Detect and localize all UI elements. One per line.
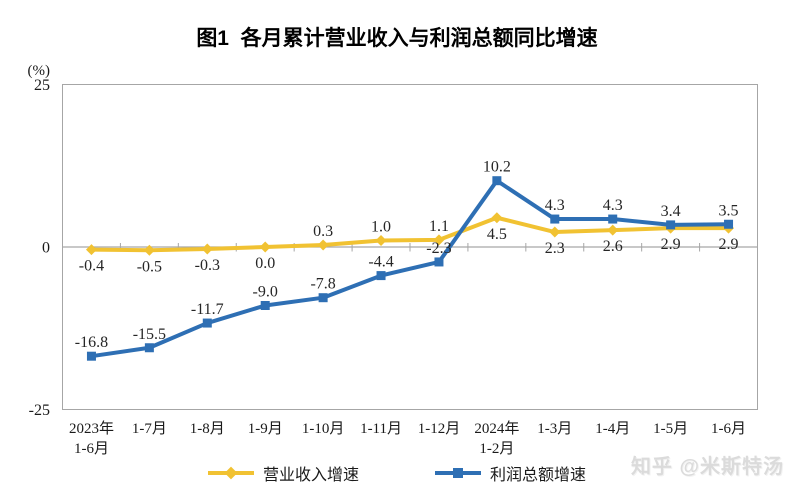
x-category-label: 2024年 <box>474 420 519 437</box>
data-label: 3.4 <box>661 203 681 220</box>
data-label: 10.2 <box>483 159 511 176</box>
chart-title: 图1 各月累计营业收入与利润总额同比增速 <box>196 27 598 50</box>
data-label: 2.6 <box>603 238 623 255</box>
data-point-square <box>202 318 212 328</box>
data-point-square <box>434 257 444 267</box>
data-point-diamond <box>549 226 561 238</box>
data-label: 1.1 <box>429 218 449 235</box>
x-category-label: 1-10月 <box>302 421 345 437</box>
data-label: -0.5 <box>137 258 162 275</box>
x-category-label: 1-3月 <box>537 421 572 437</box>
data-point-diamond <box>607 224 619 236</box>
data-point-diamond <box>433 234 445 246</box>
data-label: 4.3 <box>603 197 623 214</box>
data-point-diamond <box>143 244 155 256</box>
x-category-label: 1-6月 <box>711 421 746 437</box>
y-tick-label: -25 <box>29 402 50 419</box>
data-point-diamond <box>259 241 271 253</box>
data-point-square <box>724 219 734 229</box>
data-point-square <box>376 271 386 281</box>
data-label: 4.5 <box>487 226 507 243</box>
data-label: -7.8 <box>310 276 335 293</box>
legend-item: 营业收入增速 <box>207 461 359 485</box>
data-point-diamond <box>85 244 97 256</box>
y-tick-label: 0 <box>42 240 50 257</box>
data-label: -11.7 <box>191 301 224 318</box>
data-label: -9.0 <box>253 284 278 301</box>
data-point-square <box>260 301 270 310</box>
legend-label: 营业收入增速 <box>262 467 359 484</box>
legend-label: 利润总额增速 <box>490 467 587 484</box>
data-point-diamond <box>491 212 503 224</box>
y-axis-unit-label: (%) <box>28 63 51 79</box>
data-label: -15.5 <box>133 326 166 343</box>
data-point-square <box>144 343 154 353</box>
legend-marker-diamond-icon <box>224 466 238 480</box>
legend-marker-square-icon <box>453 468 463 478</box>
legend-item: 利润总额增速 <box>435 461 586 485</box>
series-line-diamond <box>89 215 731 253</box>
x-category-label: 1-7月 <box>132 421 167 437</box>
data-label: -0.3 <box>195 257 220 274</box>
data-label: 4.3 <box>545 197 565 214</box>
data-label: 1.0 <box>371 219 391 236</box>
x-category-label: 2023年 <box>69 420 114 437</box>
data-label: 2.9 <box>719 236 739 253</box>
x-category-label: 1-5月 <box>653 421 688 437</box>
data-label: -16.8 <box>75 334 108 351</box>
watermark: 知乎 @米斯特汤 <box>630 456 784 478</box>
x-category-label: 1-6月 <box>74 441 109 457</box>
data-label: -0.4 <box>79 258 104 275</box>
data-point-diamond <box>317 239 329 251</box>
legend-line-swatch <box>435 468 481 478</box>
legend-line-swatch <box>207 466 254 480</box>
x-category-label: 1-4月 <box>595 421 630 437</box>
data-point-diamond <box>375 235 387 246</box>
data-label: -2.3 <box>426 240 451 257</box>
data-point-square <box>86 351 96 361</box>
x-category-label: 1-12月 <box>418 421 461 437</box>
series-line-square <box>89 178 731 359</box>
data-label: 2.3 <box>545 240 565 257</box>
x-category-label: 1-11月 <box>360 421 402 437</box>
data-point-diamond <box>201 243 213 255</box>
data-label: 0.3 <box>313 223 333 240</box>
data-label: 3.5 <box>719 202 739 219</box>
data-point-square <box>318 293 328 303</box>
data-label: -4.4 <box>368 254 393 271</box>
data-point-square <box>666 220 676 230</box>
data-point-square <box>550 214 560 224</box>
data-point-square <box>492 176 502 186</box>
data-label: 0.0 <box>255 255 275 272</box>
legend: 营业收入增速 利润总额增速 <box>0 461 794 485</box>
y-tick-label: 25 <box>34 77 50 94</box>
data-label: 2.9 <box>661 236 681 253</box>
x-category-label: 1-9月 <box>248 421 283 437</box>
x-category-label: 1-8月 <box>190 421 225 437</box>
data-point-square <box>608 214 618 224</box>
x-category-label: 1-2月 <box>479 441 514 457</box>
